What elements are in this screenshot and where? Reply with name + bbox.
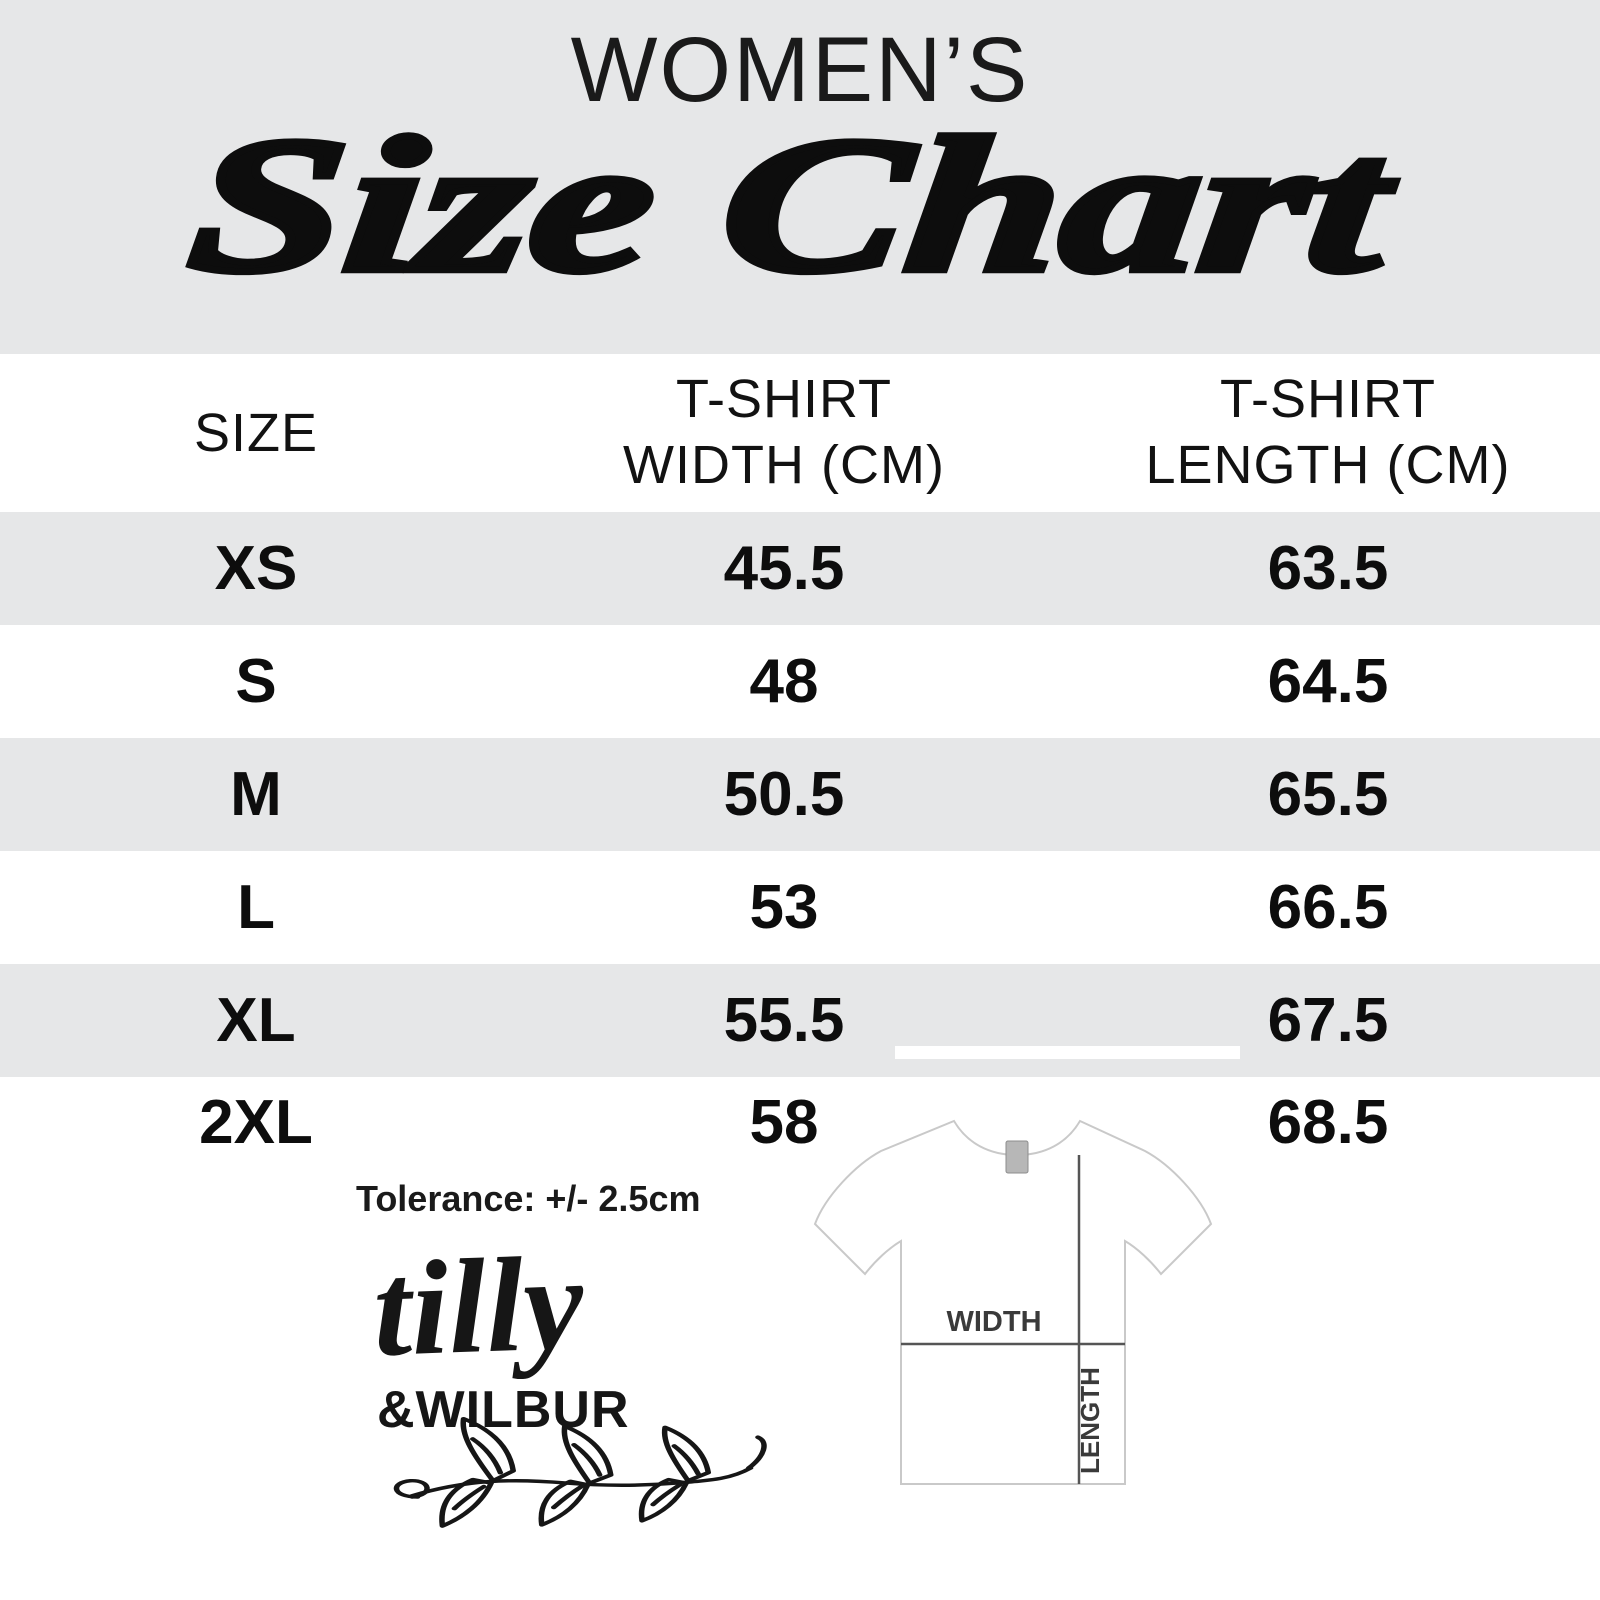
svg-text:tilly: tilly [371,1229,587,1385]
svg-text:&WILBUR: &WILBUR [377,1381,630,1439]
svg-text:LENGTH: LENGTH [1075,1367,1105,1474]
svg-text:WIDTH: WIDTH [946,1306,1041,1338]
